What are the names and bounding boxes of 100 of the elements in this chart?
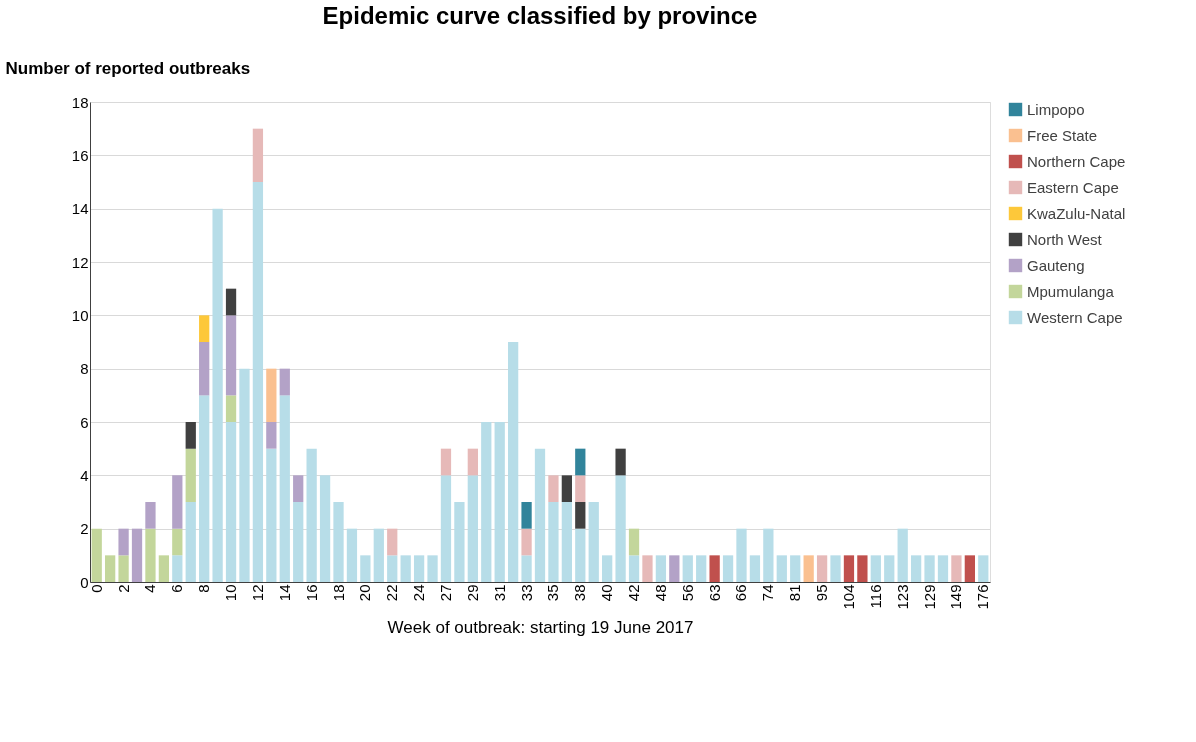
bar xyxy=(830,555,841,582)
bar xyxy=(387,528,398,556)
x-tick-label: 104 xyxy=(839,584,857,610)
bar xyxy=(172,475,183,529)
bar xyxy=(185,422,196,449)
y-tick-label: 6 xyxy=(80,413,89,431)
x-tick-label: 8 xyxy=(195,584,213,593)
bar xyxy=(575,475,586,502)
x-tick-label: 38 xyxy=(571,584,589,602)
bar xyxy=(682,555,693,582)
legend-label: Limpopo xyxy=(1027,100,1085,118)
y-tick-label: 18 xyxy=(71,93,89,111)
bar xyxy=(185,448,196,502)
x-tick-label: 63 xyxy=(705,584,723,602)
legend-label: Free State xyxy=(1027,126,1098,144)
legend-label: Western Cape xyxy=(1027,308,1123,326)
bar xyxy=(857,555,868,582)
bar xyxy=(870,555,881,582)
bar xyxy=(615,475,626,582)
bar xyxy=(534,448,546,582)
bar xyxy=(494,422,505,582)
bar xyxy=(521,555,532,582)
x-tick-label: 42 xyxy=(625,584,643,602)
x-tick-label: 123 xyxy=(893,584,911,610)
bar xyxy=(145,502,156,529)
y-tick-label: 16 xyxy=(71,146,89,164)
legend-label: Mpumulanga xyxy=(1027,282,1115,300)
bar xyxy=(521,502,532,529)
x-tick-label: 4 xyxy=(141,584,159,593)
bar xyxy=(225,288,237,316)
bar xyxy=(843,555,855,582)
bar xyxy=(266,448,277,582)
bar xyxy=(212,208,223,582)
bar xyxy=(199,342,210,396)
bar xyxy=(293,475,304,502)
bar xyxy=(897,528,908,582)
x-tick-label: 6 xyxy=(168,584,186,593)
x-tick-label: 29 xyxy=(463,584,481,602)
bar xyxy=(319,475,331,582)
bar xyxy=(655,555,667,582)
x-tick-label: 81 xyxy=(786,584,804,602)
bar xyxy=(225,395,237,422)
y-tick-label: 10 xyxy=(71,306,89,324)
bar xyxy=(749,555,761,582)
bar xyxy=(978,555,989,582)
bar xyxy=(252,128,264,182)
bar xyxy=(199,315,210,342)
bar xyxy=(360,555,371,582)
bar xyxy=(561,502,572,582)
x-tick-label: 10 xyxy=(222,584,240,602)
bar xyxy=(225,422,237,582)
bar xyxy=(548,502,559,582)
bar xyxy=(333,502,344,582)
bar xyxy=(628,528,640,556)
y-tick-label: 12 xyxy=(71,253,89,271)
y-tick-label: 2 xyxy=(80,520,89,538)
legend-label: KwaZulu-Natal xyxy=(1027,204,1126,222)
bar xyxy=(427,555,438,582)
x-tick-label: 0 xyxy=(87,584,105,593)
bar xyxy=(158,555,170,582)
bar xyxy=(252,182,264,582)
bar xyxy=(937,555,949,582)
y-tick-label: 4 xyxy=(80,466,89,484)
bar xyxy=(575,528,586,582)
legend-label: Gauteng xyxy=(1027,256,1085,274)
bar xyxy=(440,448,452,476)
x-axis-title: Week of outbreak: starting 19 June 2017 xyxy=(387,617,694,637)
bar xyxy=(293,502,304,582)
x-tick-label: 27 xyxy=(436,584,454,602)
bar xyxy=(346,528,358,582)
x-tick-label: 24 xyxy=(410,584,428,602)
bar xyxy=(131,528,143,582)
bar xyxy=(521,528,532,556)
bar xyxy=(642,555,653,582)
x-tick-label: 14 xyxy=(275,584,293,602)
bar xyxy=(910,555,922,582)
bar xyxy=(951,555,962,582)
bar xyxy=(669,555,680,582)
x-tick-label: 35 xyxy=(544,584,562,602)
bar xyxy=(172,555,183,582)
bar xyxy=(548,475,559,502)
bar xyxy=(413,555,425,582)
bar xyxy=(266,422,277,449)
y-axis-title: Number of reported outbreaks xyxy=(5,58,251,78)
bar xyxy=(467,475,478,582)
x-tick-label: 48 xyxy=(651,584,669,602)
bar xyxy=(373,528,384,582)
bar xyxy=(508,342,519,582)
bar xyxy=(225,315,237,396)
bar xyxy=(306,448,317,582)
bar xyxy=(588,502,599,582)
bar xyxy=(763,528,774,582)
x-tick-label: 12 xyxy=(248,584,266,602)
bar xyxy=(803,555,814,582)
bar xyxy=(628,555,640,582)
x-tick-label: 129 xyxy=(920,584,938,610)
bar xyxy=(816,555,828,582)
chart-title: Epidemic curve classified by province xyxy=(322,2,758,29)
bar xyxy=(776,555,787,582)
bar xyxy=(145,528,156,582)
